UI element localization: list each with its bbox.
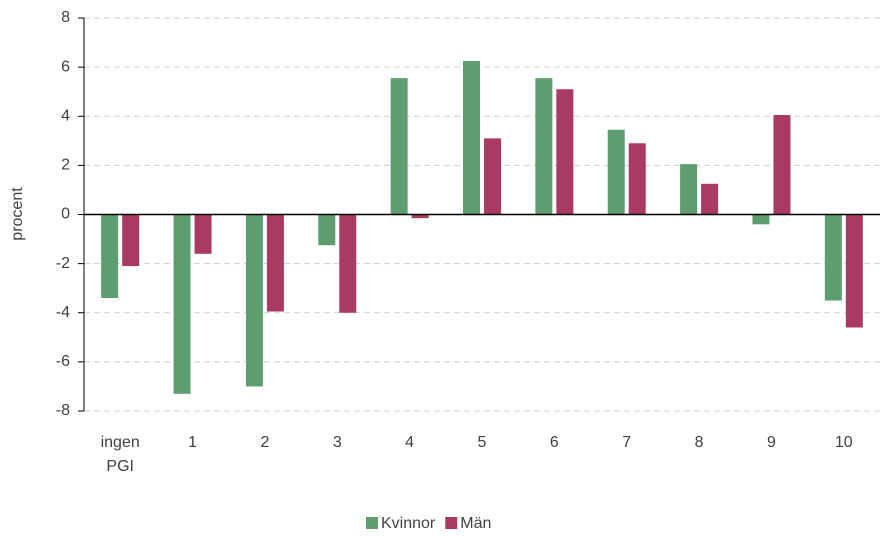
x-tick-label-line: ingen <box>101 434 140 451</box>
y-tick-label: -8 <box>56 402 70 419</box>
x-tick-label: 7 <box>622 434 631 451</box>
x-tick-label: 1 <box>188 434 197 451</box>
legend-label: Män <box>460 515 491 532</box>
bar <box>752 214 770 225</box>
x-tick-label: 9 <box>767 434 776 451</box>
bar <box>845 214 863 328</box>
x-tick-label: 8 <box>695 434 704 451</box>
bar <box>245 214 263 387</box>
y-tick-label: 8 <box>61 9 70 26</box>
y-tick-label: -4 <box>56 304 70 321</box>
y-tick-label: -2 <box>56 255 70 272</box>
x-tick-label: 2 <box>260 434 269 451</box>
bar <box>318 214 336 246</box>
x-tick-label: 5 <box>478 434 487 451</box>
x-tick-label: 4 <box>405 434 414 451</box>
legend-label: Kvinnor <box>381 515 436 532</box>
bar <box>411 214 429 219</box>
x-tick-label: 3 <box>333 434 342 451</box>
bar <box>194 214 212 254</box>
legend-swatch <box>445 517 458 529</box>
x-tick-label-line: PGI <box>106 458 134 475</box>
bar <box>463 60 480 215</box>
bar <box>390 78 408 215</box>
bar <box>535 78 553 215</box>
bar <box>607 129 625 215</box>
bar <box>556 89 574 215</box>
bar <box>824 214 842 301</box>
x-tick-label: ingen PGI <box>101 434 140 475</box>
x-tick-label: 6 <box>550 434 559 451</box>
bar <box>628 143 646 215</box>
bar <box>484 138 501 215</box>
bar <box>773 115 791 215</box>
y-tick-label: 4 <box>61 107 70 124</box>
bar <box>266 214 284 312</box>
bar <box>701 183 719 215</box>
bar <box>339 214 357 313</box>
y-axis-label: procent <box>9 187 26 241</box>
bar <box>122 214 140 267</box>
legend-swatch <box>366 517 378 529</box>
y-tick-label: 0 <box>61 206 70 223</box>
bar <box>680 164 698 215</box>
x-tick-label: 10 <box>835 434 853 451</box>
bar <box>173 214 191 394</box>
y-tick-label: 6 <box>61 58 70 75</box>
y-tick-label: 2 <box>61 157 70 174</box>
bar <box>101 214 119 299</box>
y-tick-label: -6 <box>56 353 70 370</box>
